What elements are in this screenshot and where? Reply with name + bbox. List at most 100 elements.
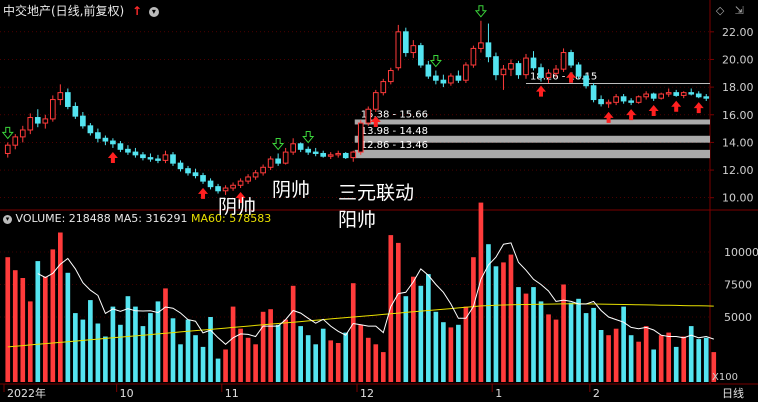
candle-down [185, 168, 191, 174]
sell-signal-arrow [429, 55, 442, 68]
candle-down [65, 92, 71, 107]
date-tick-label: 12 [360, 387, 374, 400]
volume-bar-up [58, 232, 63, 382]
volume-axis: 10000 7500 5000 X100 [712, 246, 758, 383]
price-tick-label: 16.00 [722, 109, 754, 122]
volume-bar-up [50, 249, 56, 382]
volume-bar-down [651, 349, 656, 382]
volume-bar-up [561, 284, 566, 382]
volume-bar-down [531, 287, 536, 382]
annotation-yinshuai-1: 阴帅 [272, 179, 311, 201]
candle-down [598, 99, 604, 105]
volume-bar-up [223, 349, 228, 382]
expand-icon[interactable]: ⇲ [734, 4, 744, 17]
support-zone-label: 12.86 - 13.46 [361, 140, 428, 151]
volume-bar-down [133, 306, 138, 382]
volume-bar-up [350, 283, 356, 382]
candle-down [703, 96, 710, 99]
volume-bar-up [546, 314, 551, 382]
buy-signal-arrow [198, 187, 209, 199]
candle-up [365, 108, 372, 124]
chart-title: 中交地产(日线,前复权) [3, 4, 125, 18]
volume-bar-up [163, 288, 168, 382]
candle-down [688, 92, 695, 95]
volume-bar-down [516, 287, 521, 382]
buy-signal-arrow [626, 109, 637, 121]
candle-down [440, 79, 447, 84]
chart-grid [0, 0, 758, 385]
candle-down [34, 117, 41, 124]
candle-down [110, 140, 116, 145]
candle-up [523, 57, 529, 76]
candle-up [327, 154, 334, 157]
period-label: 日线 [722, 386, 744, 400]
volume-value: VOLUME: 218488 [15, 212, 111, 225]
volume-bar-down [441, 322, 446, 382]
buy-signal-arrow [536, 85, 547, 97]
volume-bar-down [155, 301, 161, 382]
volume-bar-down [178, 344, 183, 382]
volume-bar-down [343, 332, 349, 382]
candle-up [380, 81, 387, 94]
chart-title-bar: 中交地产(日线,前复权) ↑ ▾ [3, 2, 159, 19]
volume-bar-down [568, 302, 574, 382]
candle-down [177, 162, 184, 170]
chevron-down-icon[interactable]: ▾ [148, 6, 159, 17]
volume-bar-down [538, 301, 544, 382]
volume-bar-up [553, 319, 559, 382]
volume-bar-down [88, 300, 93, 382]
diamond-icon[interactable]: ◇ [715, 4, 725, 17]
candle-down [72, 105, 79, 117]
volume-bar-up [283, 319, 288, 382]
volume-bar-up [508, 254, 514, 382]
annotation-yinshuai-2: 阴帅 [218, 196, 257, 218]
volume-bar-up [613, 328, 619, 382]
volume-bar-down [433, 311, 439, 382]
volume-bar-up [5, 257, 11, 382]
volume-bar-down [185, 319, 191, 382]
volume-ma-lines [7, 242, 714, 348]
buy-signal-arrow [648, 104, 659, 116]
price-tick-label: 12.00 [722, 164, 754, 177]
candle-down [147, 157, 154, 160]
candle-down [155, 158, 161, 161]
candle-up [643, 93, 649, 98]
candle-up [560, 52, 567, 70]
up-arrow-icon[interactable]: ↑ [132, 4, 143, 18]
sell-signal-arrow [474, 5, 487, 18]
volume-bar-down [148, 313, 153, 382]
candle-down [117, 143, 124, 150]
candle-up [49, 99, 56, 120]
volume-bar-up [365, 337, 371, 382]
sell-signal-arrow [1, 126, 14, 140]
volume-bar-down [591, 307, 596, 382]
volume-bar-up [358, 324, 364, 382]
volume-bar-down [65, 272, 71, 382]
candle-up [267, 158, 274, 168]
volume-tick-label: 10000 [724, 246, 758, 259]
candle-up [635, 96, 642, 103]
volume-bar-up [253, 344, 258, 382]
candle-down [673, 92, 680, 96]
annotation-sanyuan: 三元联动 [338, 182, 415, 204]
candle-down [305, 148, 312, 153]
candle-up [395, 31, 402, 69]
candle-up [387, 70, 394, 83]
candle-down [125, 148, 131, 153]
candle-up [500, 68, 507, 76]
volume-bar-up [12, 270, 18, 382]
volume-bar-up [658, 335, 664, 382]
candle-up [42, 118, 49, 124]
date-tick-label: 2022年 [7, 386, 46, 400]
candle-up [478, 42, 484, 49]
volume-header: ▾ VOLUME: 218488 MA5: 316291 MA60: 57858… [3, 212, 271, 225]
volume-bar-up [643, 326, 649, 382]
date-tick-label: 2 [593, 387, 600, 400]
volume-bar-up [463, 306, 469, 382]
candle-up [553, 68, 559, 74]
chevron-down-icon[interactable]: ▾ [3, 214, 12, 224]
volume-bar-up [395, 242, 401, 382]
support-zone-label: 13.98 - 14.48 [361, 126, 428, 137]
volume-bar-down [403, 296, 409, 382]
